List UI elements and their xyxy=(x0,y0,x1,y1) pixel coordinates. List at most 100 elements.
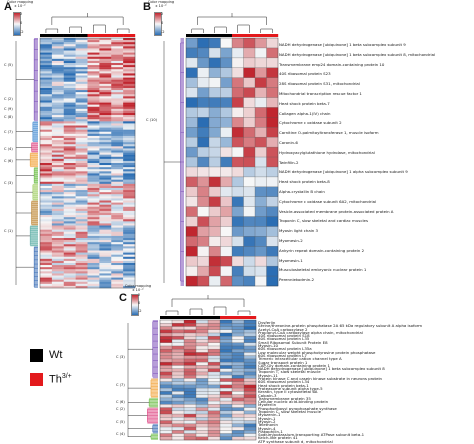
panel-a-heat-cell xyxy=(51,260,64,264)
panel-a-heat-cell xyxy=(111,277,124,280)
panel-a-heat-cell xyxy=(75,50,88,53)
panel-a-heat-cell xyxy=(75,158,88,162)
panel-a-heat-cell xyxy=(99,85,112,89)
panel-c-heat-cell xyxy=(232,326,245,330)
panel-a-cluster-label: C (1) xyxy=(4,229,13,233)
panel-a-heat-cell xyxy=(99,260,112,264)
panel-a-heat-cell xyxy=(40,208,53,212)
panel-b-heat-cell xyxy=(255,87,267,98)
panel-a-heat-cell xyxy=(123,54,136,57)
panel-b-heat-cell xyxy=(197,127,210,138)
panel-c-heat-cell xyxy=(244,342,257,347)
panel-a-heat-cell xyxy=(51,46,64,49)
panel-a-heat-cell xyxy=(51,258,64,262)
panel-a-heat-cell xyxy=(75,104,88,107)
panel-a-heat-cell xyxy=(99,221,112,224)
panel-a-heat-cell xyxy=(87,281,100,285)
panel-a-heat-cell xyxy=(99,90,112,93)
panel-a-heat-cell xyxy=(111,88,124,91)
panel-a-heat-cell xyxy=(63,271,76,274)
panel-a-heat-cell xyxy=(123,227,136,230)
panel-a-heat-cell xyxy=(63,196,76,199)
panel-a-heat-cell xyxy=(75,210,88,214)
legend-label-th-text: Th xyxy=(49,373,62,386)
panel-b-heat-cell xyxy=(209,87,221,98)
panel-a-heat-cell xyxy=(63,167,76,170)
panel-a-heat-cell xyxy=(63,60,76,64)
panel-a-heat-cell xyxy=(51,56,64,60)
panel-b-gene-label: Perenniekodmin-2 xyxy=(279,277,315,283)
panel-a-heat-cell xyxy=(40,281,53,285)
panel-b-heat-cell xyxy=(220,77,233,88)
panel-b-heat-cell xyxy=(197,236,210,247)
panel-b-heat-cell xyxy=(209,246,221,257)
panel-a-heat-cell xyxy=(63,115,76,118)
panel-a-heat-cell xyxy=(40,65,53,68)
panel-b-heat-cell xyxy=(197,157,210,168)
panel-a-heat-cell xyxy=(75,271,88,274)
panel-a-heat-cell xyxy=(51,275,64,278)
panel-c-heat-cell xyxy=(208,384,221,389)
panel-c-heat-cell xyxy=(196,375,209,379)
panel-c-heat-cell xyxy=(196,410,209,415)
panel-a-color-mapping-title: Color mapping xyxy=(6,0,34,4)
panel-a-heat-cell xyxy=(40,194,53,197)
panel-a-heat-cell xyxy=(75,240,88,243)
panel-a-heat-cell xyxy=(99,152,112,155)
panel-a-heat-cell xyxy=(87,163,100,166)
panel-a-heat-cell xyxy=(111,229,124,232)
panel-c-heat-cell xyxy=(208,375,221,379)
panel-c-heat-cell xyxy=(244,362,257,366)
panel-a-heat-cell xyxy=(51,52,64,55)
panel-a-heat-cell xyxy=(123,263,136,266)
panel-c-heat-cell xyxy=(232,329,245,334)
panel-a-heat-cell xyxy=(40,52,53,55)
panel-a-heat-cell xyxy=(63,100,76,103)
panel-c-heat-cell xyxy=(196,349,209,353)
panel-a-heat-cell xyxy=(111,192,124,195)
panel-a-heat-cell xyxy=(123,104,136,107)
panel-c-heat-cell xyxy=(208,326,221,330)
panel-b-cluster-label: C (10) xyxy=(146,118,158,122)
panel-a-heat-cell xyxy=(75,227,88,230)
panel-a-heat-cell xyxy=(75,163,88,166)
panel-a-heat-cell xyxy=(99,56,112,60)
panel-a-heat-cell xyxy=(99,96,112,99)
panel-b-heat-cell xyxy=(186,256,198,267)
panel-a-heat-cell xyxy=(123,146,136,149)
panel-c-heat-cell xyxy=(196,427,209,431)
panel-b-heat-cell xyxy=(255,166,267,178)
panel-a-heat-cell xyxy=(99,185,112,189)
panel-a-heat-cell xyxy=(111,252,124,255)
panel-b-heat-cell xyxy=(255,147,267,158)
panel-b-heat-cell xyxy=(232,226,244,237)
panel-a-heat-cell xyxy=(40,221,53,224)
panel-a-heat-cell xyxy=(63,44,76,47)
panel-a-cluster-label: C (3) xyxy=(4,181,13,185)
panel-b-gene-label: 28S ribosomal protein S31, mitochondrial xyxy=(279,81,360,87)
panel-a-heat-cell xyxy=(87,219,100,222)
panel-a-heat-cell xyxy=(87,94,100,97)
panel-c-cluster-block xyxy=(147,407,158,424)
panel-a-heat-cell xyxy=(63,254,76,257)
panel-a-heat-cell xyxy=(87,200,100,203)
panel-a-heat-cell xyxy=(87,248,100,251)
panel-a-heat-cell xyxy=(51,283,64,287)
panel-a-heat-cell xyxy=(40,104,53,107)
panel-b-heat-cell xyxy=(197,67,210,78)
panel-a-heat-cell xyxy=(111,158,124,162)
panel-a-heat-cell xyxy=(75,106,88,110)
panel-b-heat-cell xyxy=(255,137,267,148)
panel-a-heat-cell xyxy=(87,148,100,151)
panel-a-group-cell xyxy=(111,34,124,37)
panel-a-heat-cell xyxy=(51,148,64,151)
panel-a-heat-cell xyxy=(99,273,112,276)
panel-b-heat-cell xyxy=(197,206,210,217)
panel-c-heat-border xyxy=(159,319,257,441)
panel-a-heat-cell xyxy=(87,204,100,207)
panel-b-heat-cell xyxy=(209,206,221,217)
panel-c-heat-cell xyxy=(244,423,257,428)
panel-a-heat-cell xyxy=(75,275,88,278)
panel-a-heat-group xyxy=(15,13,136,289)
panel-a-heat-cell xyxy=(123,167,136,170)
